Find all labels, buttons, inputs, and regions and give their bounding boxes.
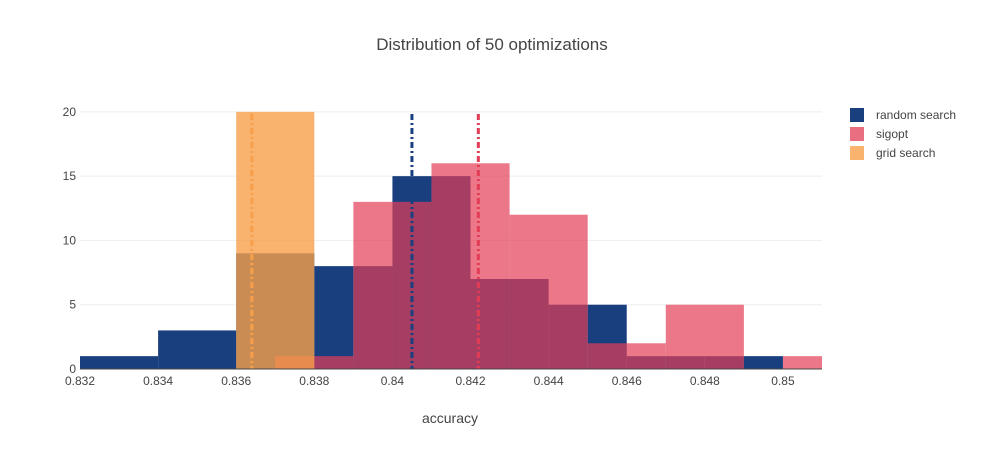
x-tick-label: 0.844 (534, 374, 564, 388)
histogram-bar (353, 201, 393, 369)
x-axis: 0.832 0.834 0.836 0.838 0.84 0.842 0.844 0.846 0… (65, 368, 822, 388)
y-tick-label: 20 (63, 105, 77, 119)
legend-swatch (850, 146, 864, 160)
legend-item[interactable]: random search (850, 108, 956, 122)
y-tick-label: 15 (63, 169, 77, 183)
x-tick-label: 0.84 (381, 374, 405, 388)
histogram-bar (587, 343, 666, 369)
legend-swatch (850, 108, 864, 122)
series-sigopt (275, 163, 822, 369)
legend-item[interactable]: grid search (850, 146, 935, 160)
x-tick-label: 0.848 (690, 374, 720, 388)
histogram-bar (470, 163, 510, 369)
y-tick-label: 5 (69, 298, 76, 312)
histogram-bar (509, 214, 588, 369)
x-tick-label: 0.832 (65, 374, 95, 388)
x-tick-label: 0.834 (143, 374, 173, 388)
legend: random search sigopt grid search (850, 108, 956, 160)
legend-label: grid search (876, 146, 935, 160)
histogram-bar (158, 330, 237, 369)
histogram-bar (431, 163, 471, 369)
histogram-bar (236, 111, 315, 369)
legend-label: random search (876, 108, 956, 122)
mean-lines (250, 114, 480, 369)
histogram-bar (665, 304, 744, 369)
x-tick-label: 0.846 (612, 374, 642, 388)
y-tick-label: 0 (69, 362, 76, 376)
histogram-bar (743, 356, 783, 369)
x-tick-label: 0.842 (456, 374, 486, 388)
x-axis-label: accuracy (422, 410, 478, 426)
legend-item[interactable]: sigopt (850, 127, 909, 141)
legend-swatch (850, 127, 864, 141)
legend-label: sigopt (876, 127, 909, 141)
y-axis: 0 5 10 15 20 (63, 105, 77, 376)
series-grid-search (236, 111, 315, 369)
x-tick-label: 0.838 (299, 374, 329, 388)
histogram-bar (80, 356, 159, 369)
chart-title: Distribution of 50 optimizations (376, 35, 608, 54)
y-tick-label: 10 (63, 233, 77, 247)
x-tick-label: 0.85 (771, 374, 795, 388)
histogram-bar (782, 356, 822, 369)
x-tick-label: 0.836 (221, 374, 251, 388)
histogram-bar (314, 266, 354, 369)
plot-area (80, 111, 822, 369)
